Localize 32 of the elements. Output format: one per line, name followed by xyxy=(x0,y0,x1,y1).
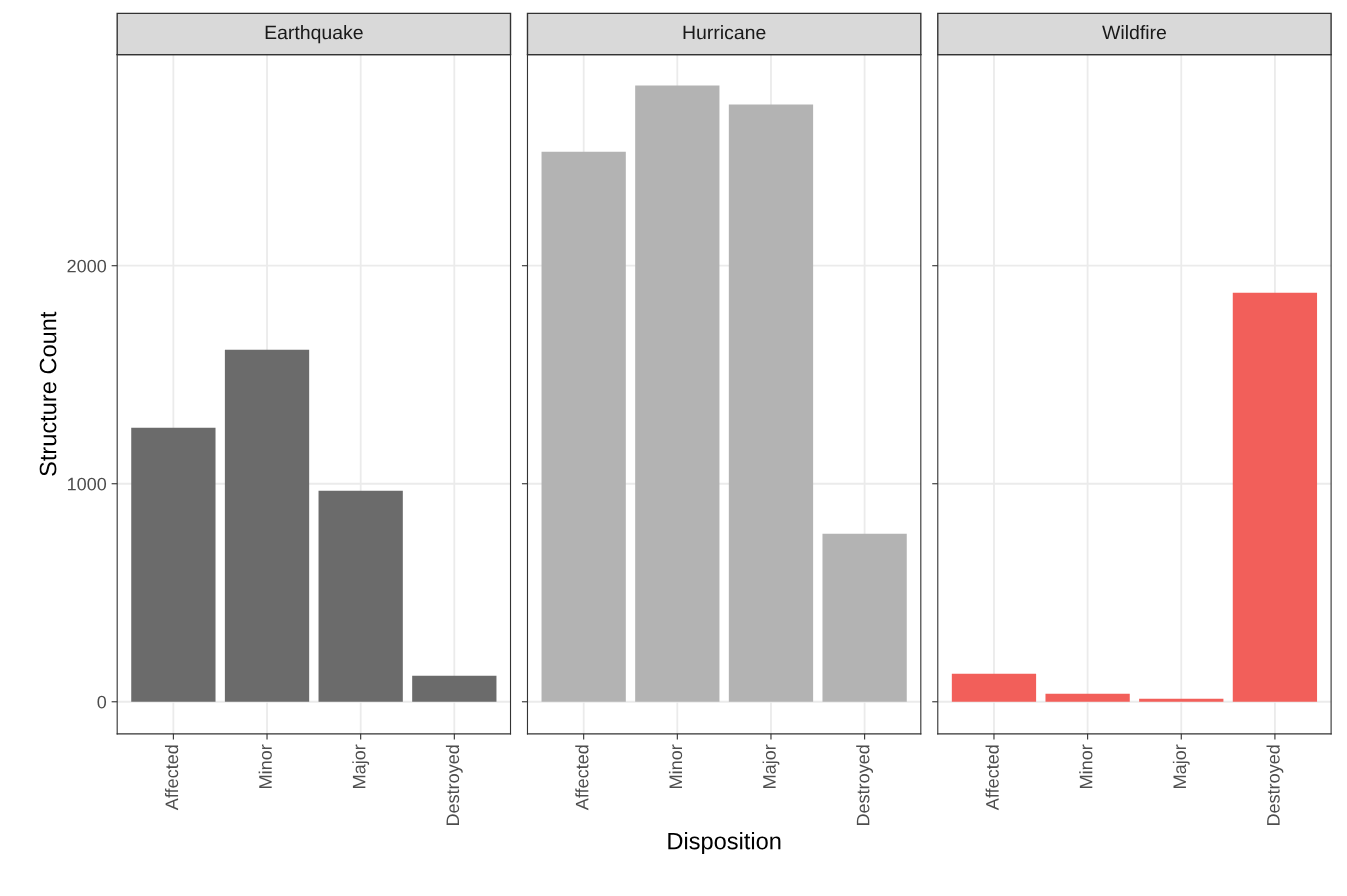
y-tick-label: 0 xyxy=(97,695,107,709)
x-tick-label: Affected xyxy=(164,745,179,811)
y-tick-label: 2000 xyxy=(67,259,107,273)
chart-title: Earthquake xyxy=(265,25,363,44)
x-tick-label: Minor xyxy=(1079,744,1093,788)
x-tick-label: Affected xyxy=(985,745,999,811)
bar xyxy=(131,427,216,702)
bar xyxy=(635,85,720,702)
bar xyxy=(318,490,403,702)
x-tick-label: Destroyed xyxy=(1266,745,1284,826)
chart-title: Hurricane xyxy=(683,25,766,40)
x-tick-label: Major xyxy=(1172,744,1190,788)
bar xyxy=(1232,292,1318,702)
y-tick-label: 1000 xyxy=(67,477,107,491)
bar xyxy=(822,533,907,702)
bar xyxy=(951,673,1037,702)
x-tick-label: Destroyed xyxy=(856,745,874,826)
bar xyxy=(1139,698,1224,702)
y-axis-title: Structure Count xyxy=(39,311,57,476)
bar xyxy=(224,349,310,702)
x-axis-title: Disposition xyxy=(668,832,781,855)
x-tick-label: Minor xyxy=(668,744,683,788)
bar xyxy=(412,675,497,702)
bar xyxy=(728,104,814,702)
bar xyxy=(541,151,626,702)
x-tick-label: Major xyxy=(762,744,780,788)
x-tick-label: Major xyxy=(352,744,370,788)
x-tick-label: Affected xyxy=(575,745,589,811)
x-tick-label: Destroyed xyxy=(445,745,463,826)
chart-title: Wildfire xyxy=(1102,25,1166,40)
x-tick-label: Minor xyxy=(258,744,272,788)
bar xyxy=(1045,693,1130,702)
